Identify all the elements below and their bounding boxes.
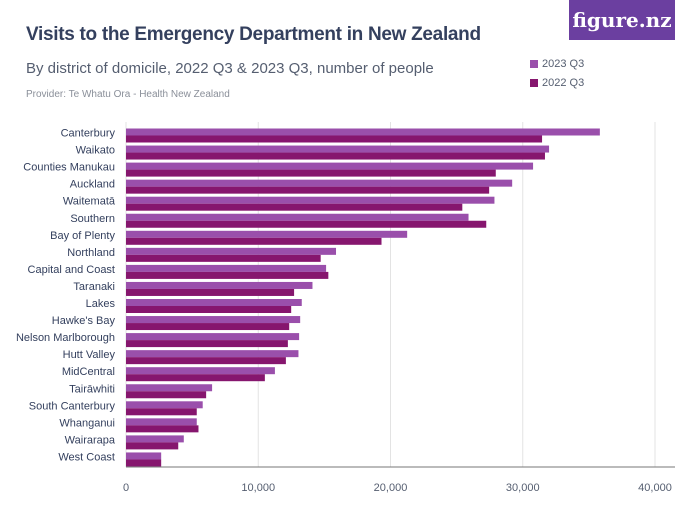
bar-2023 <box>126 418 197 426</box>
bar-2023 <box>126 213 469 221</box>
bar-2022 <box>126 271 329 279</box>
category-label: MidCentral <box>62 366 115 378</box>
bar-2022 <box>126 254 321 262</box>
legend-label: 2022 Q3 <box>542 76 585 89</box>
category-label: Whanganui <box>59 417 115 429</box>
bar-2023 <box>126 435 184 443</box>
category-label: Waikato <box>76 145 115 157</box>
category-label: South Canterbury <box>29 400 116 412</box>
chart-title: Visits to the Emergency Department in Ne… <box>26 24 481 45</box>
category-label: Taranaki <box>73 281 115 293</box>
legend: 2023 Q3 2022 Q3 <box>530 54 584 92</box>
bar-2023 <box>126 384 213 392</box>
bar-2023 <box>126 264 327 272</box>
category-label: Counties Manukau <box>23 162 115 174</box>
bar-2022 <box>126 425 199 433</box>
legend-swatch <box>530 78 538 87</box>
x-tick-label: 30,000 <box>506 482 540 494</box>
category-label: Lakes <box>86 298 116 310</box>
bar-2022 <box>126 442 179 450</box>
bar-2023 <box>126 128 600 136</box>
bar-2022 <box>126 408 197 416</box>
bar-2023 <box>126 316 301 324</box>
category-label: Nelson Marlborough <box>16 332 115 344</box>
bar-2023 <box>126 452 162 460</box>
bar-2022 <box>126 237 382 245</box>
x-tick-label: 40,000 <box>638 482 672 494</box>
bar-2023 <box>126 247 337 255</box>
category-label: Bay of Plenty <box>50 230 115 242</box>
category-label: West Coast <box>58 451 115 463</box>
bar-2022 <box>126 220 487 228</box>
legend-swatch <box>530 59 538 68</box>
x-tick-label: 10,000 <box>241 482 275 494</box>
bar-2022 <box>126 391 207 399</box>
bar-2022 <box>126 340 288 348</box>
x-tick-label: 20,000 <box>374 482 408 494</box>
provider-text: Provider: Te Whatu Ora - Health New Zeal… <box>26 89 230 100</box>
figure-nz-logo[interactable]: figure.nz <box>569 0 675 40</box>
bar-2022 <box>126 203 463 211</box>
chart-subtitle: By district of domicile, 2022 Q3 & 2023 … <box>26 60 434 77</box>
bar-2022 <box>126 357 286 365</box>
bar-2022 <box>126 169 496 177</box>
category-label: Canterbury <box>61 128 116 140</box>
bar-2023 <box>126 196 495 204</box>
bar-2022 <box>126 152 545 160</box>
legend-item-2023: 2023 Q3 <box>530 54 584 73</box>
bar-2022 <box>126 374 265 382</box>
category-label: Hutt Valley <box>63 349 116 361</box>
bar-2022 <box>126 186 490 194</box>
x-tick-label: 0 <box>123 482 129 494</box>
legend-item-2022: 2022 Q3 <box>530 73 584 92</box>
bar-2023 <box>126 281 313 289</box>
bar-2023 <box>126 179 513 187</box>
legend-label: 2023 Q3 <box>542 57 585 70</box>
category-label: Capital and Coast <box>28 264 115 276</box>
bar-2023 <box>126 367 275 375</box>
bar-2023 <box>126 333 300 341</box>
category-label: Tairāwhiti <box>69 383 115 395</box>
bar-2022 <box>126 288 295 296</box>
category-label: Auckland <box>70 179 115 191</box>
bar-2023 <box>126 299 302 306</box>
bar-2023 <box>126 145 550 153</box>
category-label: Southern <box>70 213 115 225</box>
category-label: Hawke's Bay <box>52 315 116 327</box>
category-label: Northland <box>67 247 115 259</box>
category-label: Wairarapa <box>65 434 116 446</box>
bar-2022 <box>126 459 162 467</box>
bar-2023 <box>126 230 408 238</box>
bar-2022 <box>126 135 543 143</box>
bar-2023 <box>126 401 203 409</box>
bar-2022 <box>126 306 292 313</box>
bar-2022 <box>126 323 290 331</box>
bar-2023 <box>126 350 299 358</box>
bar-2023 <box>126 162 534 170</box>
category-label: Waitematā <box>63 196 116 208</box>
